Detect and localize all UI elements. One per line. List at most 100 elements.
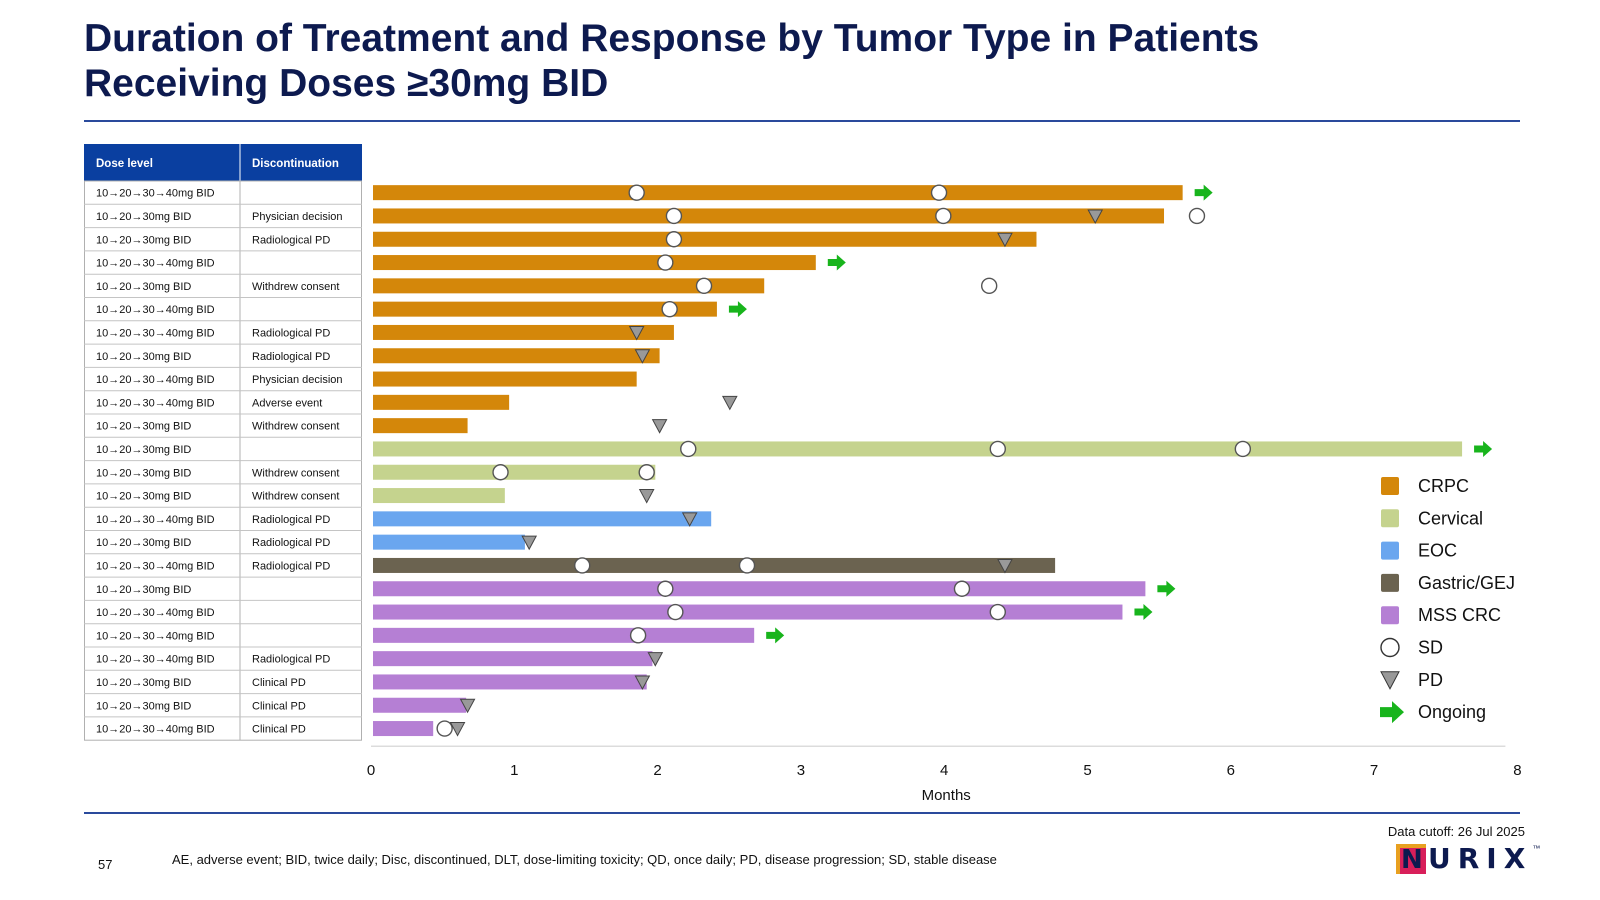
patient-row: 10→20→30→40mg BID Clinical PD	[96, 720, 466, 737]
sd-marker	[629, 627, 647, 644]
pd-marker	[651, 419, 668, 434]
x-axis-label: Months	[922, 787, 971, 800]
dose-level-cell: 10→20→30mg BID	[96, 537, 191, 549]
table-header-dose: Dose level	[96, 158, 153, 170]
dose-level-cell: 10→20→30→40mg BID	[96, 724, 215, 736]
dose-level-cell: 10→20→30mg BID	[96, 491, 191, 503]
patient-row: 10→20→30mg BID Withdrew consent	[96, 464, 656, 481]
pd-marker	[638, 489, 655, 504]
treatment-bar	[373, 208, 1165, 224]
treatment-bar	[373, 394, 510, 410]
dose-level-cell: 10→20→30→40mg BID	[96, 630, 215, 642]
ongoing-arrow	[1194, 184, 1213, 201]
dose-level-cell: 10→20→30→40mg BID	[96, 654, 215, 666]
sd-marker	[989, 603, 1006, 621]
dose-level-cell: 10→20→30mg BID	[96, 234, 191, 246]
dose-level-cell: 10→20→30→40mg BID	[96, 258, 215, 270]
discontinuation-cell: Withdrew consent	[252, 421, 339, 433]
dose-level-cell: 10→20→30→40mg BID	[96, 374, 215, 386]
legend-item: MSS CRC	[1381, 605, 1501, 625]
legend-label: PD	[1418, 670, 1443, 690]
dose-level-cell: 10→20→30→40mg BID	[96, 607, 215, 619]
dose-level-cell: 10→20→30mg BID	[96, 351, 191, 363]
treatment-bar	[373, 348, 660, 364]
sd-marker	[989, 440, 1006, 458]
table-header-bg	[84, 144, 362, 181]
dose-level-cell: 10→20→30mg BID	[96, 444, 191, 456]
legend-swatch	[1381, 509, 1399, 528]
sd-marker	[665, 207, 683, 225]
ongoing-arrow	[1474, 440, 1493, 457]
treatment-bar	[373, 534, 525, 550]
patient-row: 10→20→30mg BID Clinical PD	[96, 674, 651, 691]
patient-row: 10→20→30→40mg BID	[96, 300, 747, 318]
patient-row: 10→20→30→40mg BID Adverse event	[96, 394, 738, 411]
x-tick-label: 4	[940, 762, 948, 779]
patient-row: 10→20→30mg BID Physician decision	[96, 207, 1206, 225]
logo-trademark: ™	[1532, 844, 1541, 853]
discontinuation-cell: Radiological PD	[252, 654, 330, 666]
patient-row: 10→20→30→40mg BID	[96, 627, 785, 644]
sd-marker	[661, 300, 678, 318]
logo-mark: N	[1396, 843, 1426, 875]
sd-marker	[935, 207, 952, 225]
pd-marker	[997, 558, 1013, 574]
legend-swatch	[1381, 477, 1399, 495]
ongoing-arrow	[1134, 604, 1153, 621]
page-title-line-2: Receiving Doses ≥30mg BID	[84, 62, 609, 105]
treatment-bar	[373, 255, 816, 271]
dose-level-cell: 10→20→30mg BID	[96, 211, 191, 223]
sd-marker	[436, 720, 453, 737]
x-tick-label: 7	[1370, 762, 1378, 779]
treatment-bar	[373, 185, 1183, 201]
sd-marker	[695, 277, 713, 295]
pd-marker	[628, 325, 645, 341]
sd-marker	[628, 184, 645, 201]
legend-label: EOC	[1418, 541, 1457, 561]
treatment-bar	[373, 441, 1463, 457]
patient-row: 10→20→30→40mg BID Physician decision	[96, 371, 637, 387]
footer-divider	[84, 812, 1520, 814]
ongoing-arrow	[1157, 580, 1176, 597]
treatment-bar	[373, 231, 1037, 247]
dose-level-cell: 10→20→30mg BID	[96, 467, 191, 479]
sd-marker	[930, 184, 948, 201]
ongoing-arrow	[766, 627, 785, 644]
discontinuation-cell: Radiological PD	[252, 234, 330, 246]
logo-text: URIX	[1428, 842, 1533, 875]
dose-level-cell: 10→20→30mg BID	[96, 584, 191, 596]
pd-marker	[634, 675, 651, 691]
pd-marker	[1087, 209, 1104, 225]
treatment-bar	[373, 604, 1123, 620]
patient-row: 10→20→30mg BID Withdrew consent	[96, 488, 655, 504]
treatment-bar	[373, 511, 712, 527]
patient-row: 10→20→30mg BID Withdrew consent	[96, 277, 998, 295]
discontinuation-cell: Clinical PD	[252, 677, 306, 689]
page-title: Duration of Treatment and Response by Tu…	[84, 16, 1384, 106]
treatment-bar	[373, 627, 755, 643]
dose-level-cell: 10→20→30mg BID	[96, 421, 191, 433]
dose-level-cell: 10→20→30mg BID	[96, 281, 191, 293]
pd-marker	[647, 652, 664, 667]
x-tick-label: 3	[797, 762, 805, 779]
x-tick-label: 6	[1227, 762, 1235, 779]
sd-marker	[1234, 440, 1252, 458]
dose-level-cell: 10→20→30→40mg BID	[96, 514, 215, 526]
discontinuation-cell: Adverse event	[252, 397, 322, 409]
patient-row: 10→20→30→40mg BID Radiological PD	[96, 651, 664, 667]
dose-level-cell: 10→20→30mg BID	[96, 677, 191, 689]
patient-row: 10→20→30→40mg BID	[96, 254, 846, 271]
legend-item: SD	[1380, 638, 1443, 658]
discontinuation-cell: Withdrew consent	[252, 467, 339, 479]
patient-row: 10→20→30mg BID Radiological PD	[96, 231, 1037, 248]
treatment-bar	[373, 278, 765, 294]
dose-level-cell: 10→20→30→40mg BID	[96, 560, 215, 572]
discontinuation-cell: Radiological PD	[252, 560, 330, 572]
legend-pd-symbol	[1380, 671, 1400, 690]
dose-level-cell: 10→20→30mg BID	[96, 700, 191, 712]
pd-marker	[521, 535, 538, 551]
patient-row: 10→20→30→40mg BID Radiological PD	[96, 324, 674, 341]
data-cutoff: Data cutoff: 26 Jul 2025	[1387, 824, 1525, 839]
treatment-bar	[373, 651, 653, 667]
treatment-bar	[373, 301, 717, 317]
